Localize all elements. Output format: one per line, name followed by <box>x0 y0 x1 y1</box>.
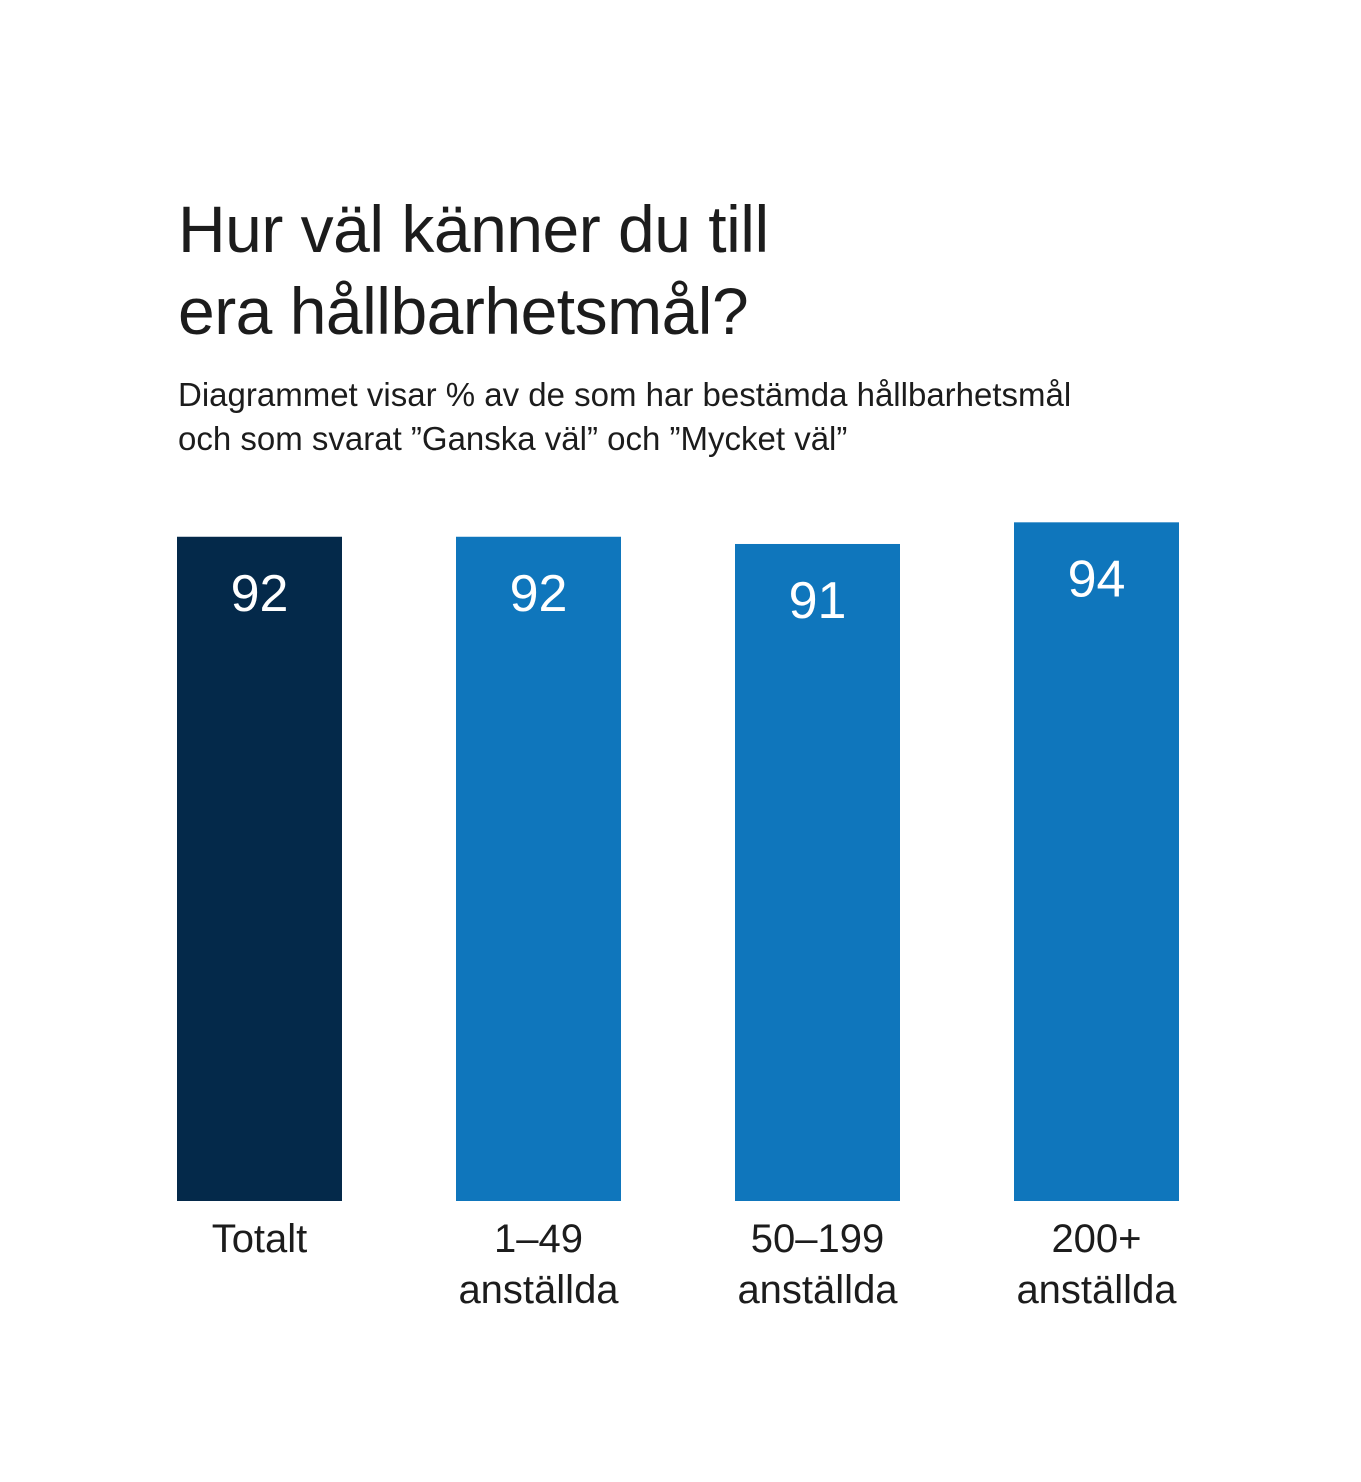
chart-title-line-1: Hur väl känner du till <box>178 192 769 266</box>
chart-title-line-2: era hållbarhetsmål? <box>178 274 749 348</box>
category-label-2-line-2: anställda <box>737 1268 898 1312</box>
chart-subtitle-line-1: Diagrammet visar % av de som har bestämd… <box>178 376 1072 413</box>
bar-value-label-1: 92 <box>510 565 568 623</box>
bar-0 <box>177 536 342 1201</box>
bar-value-label-0: 92 <box>231 565 289 623</box>
chart-subtitle-line-2: och som svarat ”Ganska väl” och ”Mycket … <box>178 420 848 457</box>
category-label-3-line-2: anställda <box>1016 1268 1177 1312</box>
bar-2 <box>735 543 900 1201</box>
chart-subtitle: Diagrammet visar % av de som har bestämd… <box>178 373 1278 461</box>
chart-title: Hur väl känner du till era hållbarhetsmå… <box>178 188 1178 352</box>
bar-1 <box>456 536 621 1201</box>
bar-value-label-3: 94 <box>1068 550 1126 608</box>
bar-3 <box>1014 522 1179 1201</box>
bar-value-label-2: 91 <box>789 572 847 630</box>
category-label-1-line-2: anställda <box>458 1268 619 1312</box>
category-label-2-line-1: 50–199 <box>751 1217 884 1261</box>
category-label-3-line-1: 200+ <box>1051 1217 1141 1261</box>
category-label-0-line-1: Totalt <box>212 1217 308 1261</box>
category-label-1-line-1: 1–49 <box>494 1217 583 1261</box>
